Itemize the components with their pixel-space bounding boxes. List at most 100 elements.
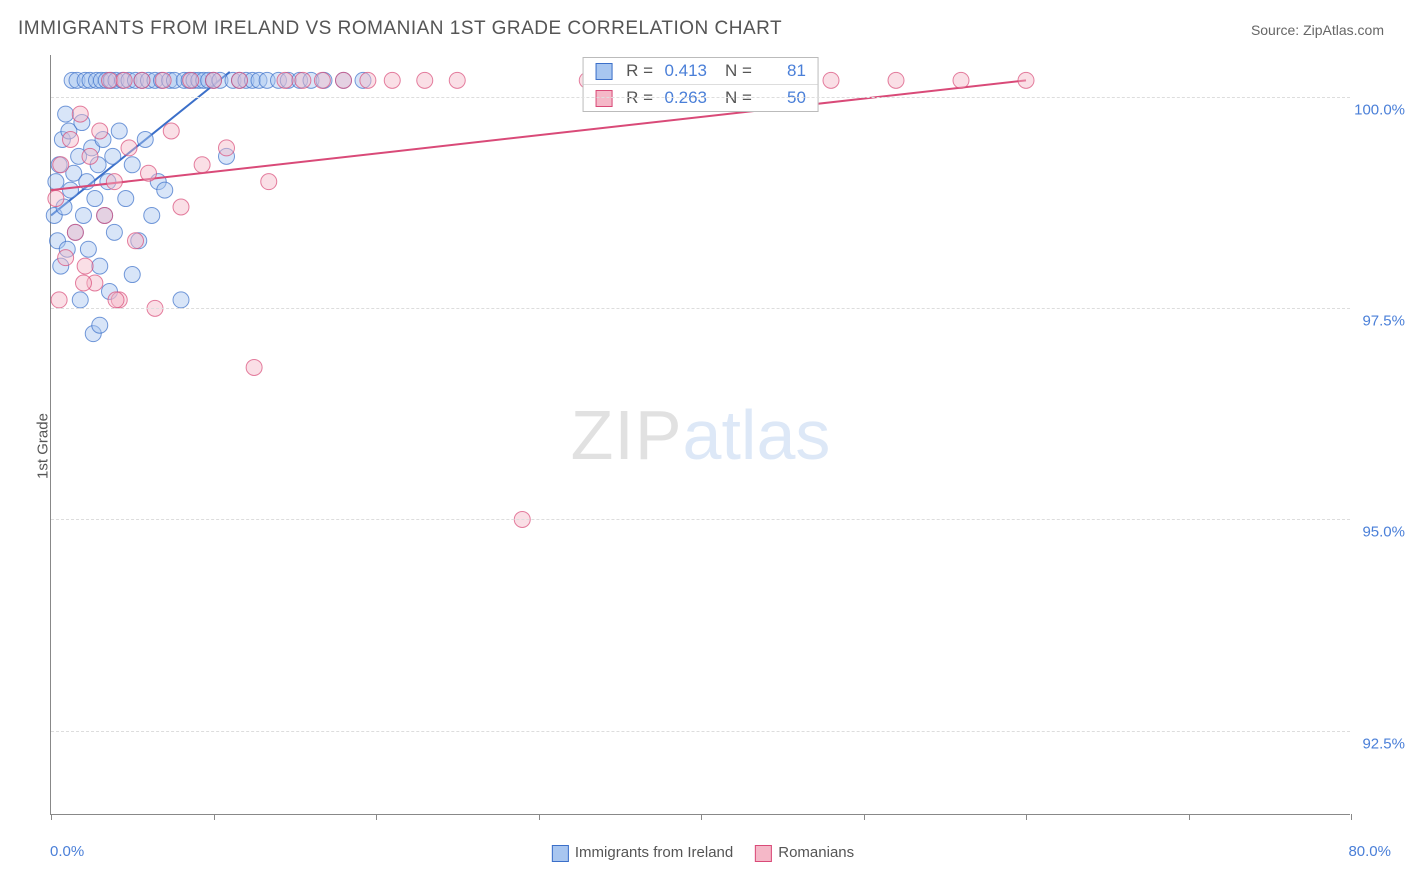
x-tick (1026, 814, 1027, 820)
data-point-ireland (80, 241, 96, 257)
data-point-ireland (118, 191, 134, 207)
data-point-romanians (51, 292, 67, 308)
source-attribution: Source: ZipAtlas.com (1251, 22, 1384, 38)
data-point-romanians (1018, 72, 1034, 88)
n-value-ireland: 81 (760, 61, 806, 81)
data-point-romanians (449, 72, 465, 88)
stats-box: R =0.413N =81R =0.263N =50 (582, 57, 819, 112)
data-point-romanians (336, 72, 352, 88)
data-point-romanians (888, 72, 904, 88)
data-point-romanians (314, 72, 330, 88)
data-point-romanians (194, 157, 210, 173)
y-tick-label: 92.5% (1362, 735, 1405, 752)
data-point-ireland (105, 148, 121, 164)
data-point-ireland (87, 191, 103, 207)
x-axis-min-label: 0.0% (50, 843, 84, 860)
data-point-romanians (128, 233, 144, 249)
data-point-romanians (106, 174, 122, 190)
data-point-romanians (295, 72, 311, 88)
data-point-romanians (823, 72, 839, 88)
data-point-ireland (48, 174, 64, 190)
data-point-romanians (67, 224, 83, 240)
r-label: R = (626, 61, 653, 81)
data-point-romanians (232, 72, 248, 88)
gridline (51, 519, 1350, 520)
y-axis-label: 1st Grade (34, 413, 51, 479)
data-point-romanians (173, 199, 189, 215)
data-point-romanians (246, 359, 262, 375)
data-point-romanians (82, 148, 98, 164)
data-point-ireland (92, 258, 108, 274)
data-point-ireland (111, 123, 127, 139)
data-point-romanians (183, 72, 199, 88)
x-axis-max-label: 80.0% (1348, 843, 1391, 860)
source-prefix: Source: (1251, 22, 1303, 38)
data-point-ireland (63, 182, 79, 198)
data-point-romanians (417, 72, 433, 88)
data-point-romanians (206, 72, 222, 88)
data-point-romanians (219, 140, 235, 156)
data-point-romanians (63, 131, 79, 147)
plot-area: ZIPatlas R =0.413N =81R =0.263N =50 92.5… (50, 55, 1350, 815)
gridline (51, 308, 1350, 309)
data-point-romanians (277, 72, 293, 88)
data-point-romanians (76, 275, 92, 291)
data-point-romanians (141, 165, 157, 181)
data-point-romanians (48, 191, 64, 207)
data-point-romanians (261, 174, 277, 190)
y-tick-label: 100.0% (1354, 102, 1405, 119)
data-point-ireland (92, 317, 108, 333)
data-point-romanians (360, 72, 376, 88)
x-tick (214, 814, 215, 820)
data-point-romanians (58, 250, 74, 266)
data-point-ireland (124, 267, 140, 283)
n-label: N = (725, 61, 752, 81)
data-point-romanians (116, 72, 132, 88)
x-tick (1351, 814, 1352, 820)
data-point-ireland (173, 292, 189, 308)
data-point-romanians (72, 106, 88, 122)
legend-swatch-romanians (755, 845, 772, 862)
data-point-romanians (134, 72, 150, 88)
x-tick (1189, 814, 1190, 820)
x-tick (539, 814, 540, 820)
r-value-ireland: 0.413 (661, 61, 707, 81)
data-point-romanians (155, 72, 171, 88)
data-point-ireland (58, 106, 74, 122)
chart-svg (51, 55, 1350, 814)
legend-item-ireland: Immigrants from Ireland (552, 844, 733, 862)
x-tick (51, 814, 52, 820)
legend-label-romanians: Romanians (778, 844, 854, 861)
data-point-romanians (92, 123, 108, 139)
legend-swatch-ireland (552, 845, 569, 862)
stats-row-ireland: R = 0.413 N = 81 (583, 58, 818, 84)
data-point-ireland (76, 207, 92, 223)
swatch-ireland (595, 63, 612, 80)
gridline (51, 731, 1350, 732)
y-tick-label: 95.0% (1362, 524, 1405, 541)
data-point-ireland (137, 131, 153, 147)
data-point-romanians (384, 72, 400, 88)
data-point-ireland (106, 224, 122, 240)
y-tick-label: 97.5% (1362, 313, 1405, 330)
legend-item-romanians: Romanians (755, 844, 854, 862)
data-point-romanians (102, 72, 118, 88)
chart-title: IMMIGRANTS FROM IRELAND VS ROMANIAN 1ST … (18, 18, 782, 40)
data-point-romanians (77, 258, 93, 274)
x-tick (864, 814, 865, 820)
gridline (51, 97, 1350, 98)
data-point-ireland (72, 292, 88, 308)
x-tick (701, 814, 702, 820)
data-point-romanians (121, 140, 137, 156)
data-point-romanians (163, 123, 179, 139)
data-point-romanians (53, 157, 69, 173)
bottom-legend: Immigrants from Ireland Romanians (552, 844, 854, 862)
legend-label-ireland: Immigrants from Ireland (575, 844, 733, 861)
data-point-ireland (157, 182, 173, 198)
data-point-ireland (144, 207, 160, 223)
source-name: ZipAtlas.com (1303, 22, 1384, 38)
x-tick (376, 814, 377, 820)
data-point-romanians (953, 72, 969, 88)
data-point-ireland (124, 157, 140, 173)
data-point-romanians (97, 207, 113, 223)
